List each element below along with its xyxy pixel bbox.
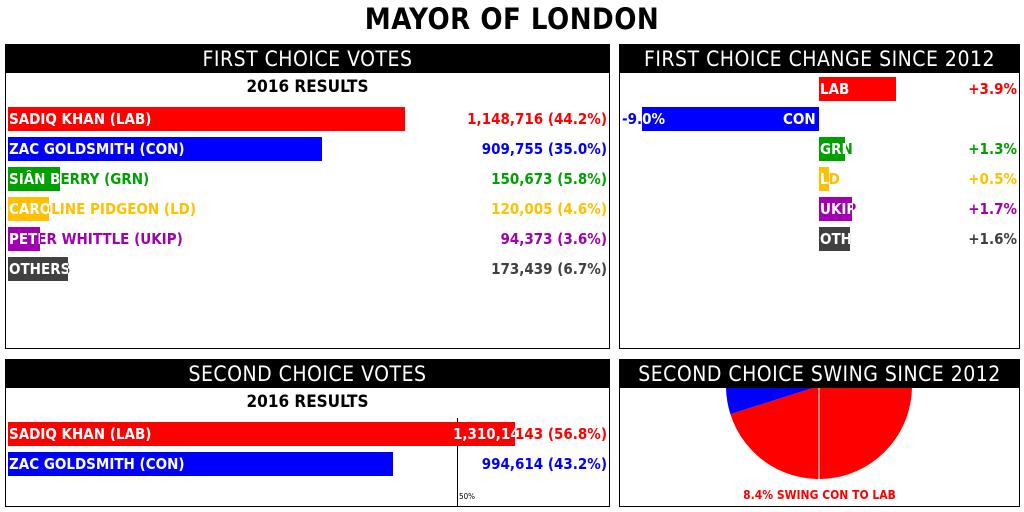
swing-caption: 8.4% SWING CON TO LAB bbox=[743, 488, 896, 502]
vote-value: 150,673 (5.8%) bbox=[491, 170, 607, 188]
first-choice-header: FIRST CHOICE VOTES bbox=[6, 45, 609, 73]
party-label: LAB bbox=[820, 80, 850, 98]
pie-slice-con bbox=[726, 388, 813, 415]
change-value: +0.5% bbox=[968, 170, 1017, 188]
first-choice-panel: FIRST CHOICE VOTES 2016 RESULTS SADIQ KH… bbox=[5, 44, 610, 349]
change-value: +3.9% bbox=[968, 80, 1017, 98]
change-bar bbox=[819, 77, 896, 101]
vote-value: 909,755 (35.0%) bbox=[481, 140, 607, 158]
vote-bar bbox=[8, 107, 405, 131]
candidate-label: SADIQ KHAN (LAB) bbox=[9, 425, 152, 443]
second-choice-panel: SECOND CHOICE VOTES 2016 RESULTS 50% SAD… bbox=[5, 359, 610, 507]
party-label: OTH bbox=[820, 230, 852, 248]
vote-value: 173,439 (6.7%) bbox=[491, 260, 607, 278]
vote-bar bbox=[8, 197, 49, 221]
candidate-label: ZAC GOLDSMITH (CON) bbox=[9, 455, 185, 473]
vote-bar bbox=[8, 167, 60, 191]
change-bar bbox=[642, 107, 819, 131]
candidate-label-overlay: PETER WHITTLE (UKIP) bbox=[9, 230, 40, 248]
change-value: -9.0% bbox=[622, 110, 666, 128]
change-bar bbox=[819, 197, 852, 221]
page-title: MAYOR OF LONDON bbox=[364, 2, 660, 36]
vote-value: 120,005 (4.6%) bbox=[491, 200, 607, 218]
candidate-label: OTHERS bbox=[9, 260, 71, 278]
candidate-label: SADIQ KHAN (LAB) bbox=[9, 110, 152, 128]
vote-bar bbox=[8, 227, 40, 251]
vote-value-overlay: 1,310,143 (56.8%) bbox=[6, 422, 515, 446]
candidate-label-overlay: CAROLINE PIDGEON (LD) bbox=[9, 200, 49, 218]
fifty-percent-label: 50% bbox=[459, 492, 475, 501]
change-value: +1.6% bbox=[968, 230, 1017, 248]
candidate-label-overlay: OTHERS bbox=[9, 260, 68, 278]
second-choice-header: SECOND CHOICE VOTES bbox=[6, 360, 609, 388]
change-value: +1.3% bbox=[968, 140, 1017, 158]
change-bar bbox=[819, 167, 829, 191]
party-label: LD bbox=[820, 170, 840, 188]
vote-value-white: 1,310,143 (56.8%) bbox=[453, 425, 515, 443]
first-change-header: FIRST CHOICE CHANGE SINCE 2012 bbox=[620, 45, 1019, 73]
party-label-overlay: LD bbox=[820, 170, 830, 188]
party-label: UKIP bbox=[820, 200, 857, 218]
second-choice-subtitle: 2016 RESULTS bbox=[246, 392, 369, 412]
swing-header: SECOND CHOICE SWING SINCE 2012 bbox=[620, 360, 1019, 388]
change-value: +1.7% bbox=[968, 200, 1017, 218]
vote-value: 1,148,716 (44.2%) bbox=[467, 110, 607, 128]
vote-value: 994,614 (43.2%) bbox=[481, 455, 607, 473]
vote-bar bbox=[8, 422, 515, 446]
pie-slice-lab bbox=[730, 388, 912, 479]
candidate-label: CAROLINE PIDGEON (LD) bbox=[9, 200, 197, 218]
vote-bar bbox=[8, 257, 68, 281]
candidate-label-overlay: SIÂN BERRY (GRN) bbox=[9, 170, 60, 188]
change-bar bbox=[819, 227, 850, 251]
party-label: GRN bbox=[820, 140, 853, 158]
first-change-panel: FIRST CHOICE CHANGE SINCE 2012 LAB +3.9% C… bbox=[619, 44, 1020, 349]
swing-pie bbox=[726, 388, 912, 479]
party-label-overlay: UKIP bbox=[820, 200, 853, 218]
vote-value: 94,373 (3.6%) bbox=[500, 230, 607, 248]
party-label: CON bbox=[783, 110, 816, 128]
candidate-label: SIÂN BERRY (GRN) bbox=[9, 170, 150, 188]
vote-value: 1,310,143 (56.8%) bbox=[467, 425, 607, 443]
change-bar bbox=[819, 137, 845, 161]
party-label-overlay: OTH bbox=[820, 230, 851, 248]
vote-bar bbox=[8, 137, 322, 161]
party-label-overlay: GRN bbox=[820, 140, 846, 158]
candidate-label: ZAC GOLDSMITH (CON) bbox=[9, 140, 185, 158]
fifty-percent-line bbox=[457, 418, 458, 506]
first-choice-subtitle: 2016 RESULTS bbox=[246, 77, 369, 97]
vote-bar bbox=[8, 452, 393, 476]
swing-panel: SECOND CHOICE SWING SINCE 2012 8.4% SWIN… bbox=[619, 359, 1020, 507]
change-value-outside: -9.0% bbox=[622, 110, 642, 128]
candidate-label: PETER WHITTLE (UKIP) bbox=[9, 230, 183, 248]
